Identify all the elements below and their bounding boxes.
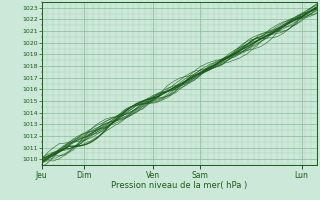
- X-axis label: Pression niveau de la mer( hPa ): Pression niveau de la mer( hPa ): [111, 181, 247, 190]
